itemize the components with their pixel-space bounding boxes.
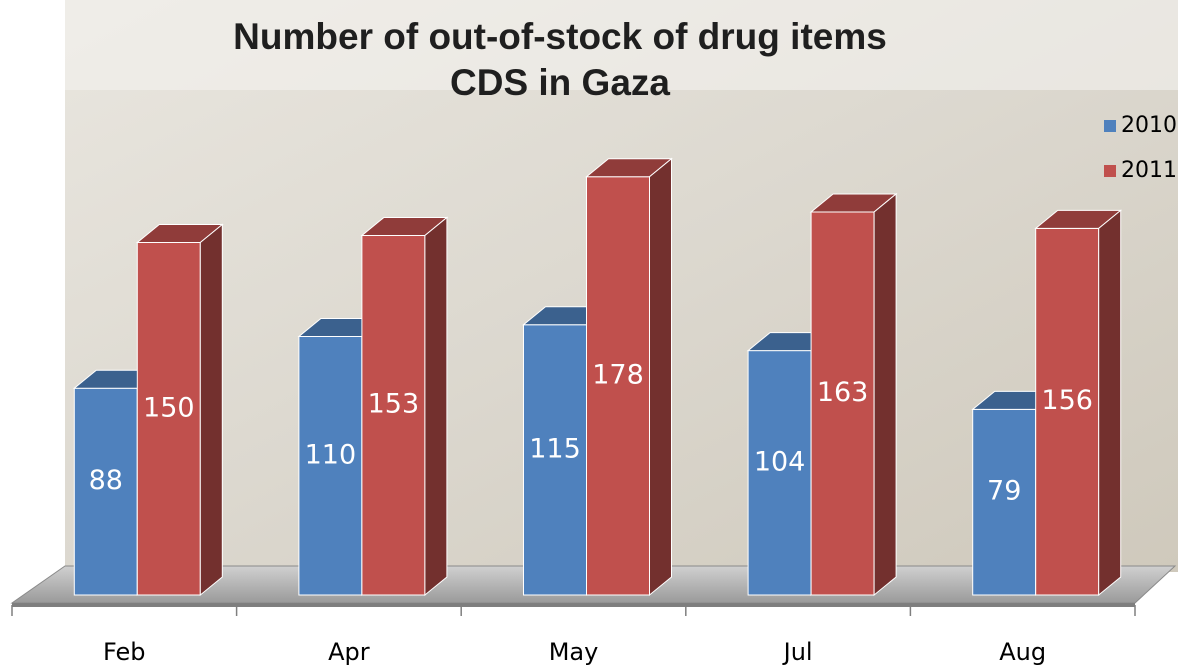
bar-side	[650, 159, 672, 595]
x-tick-label: Apr	[328, 638, 370, 666]
data-label: 153	[368, 389, 420, 420]
x-tick-label: Aug	[999, 638, 1046, 666]
x-tick-label: Feb	[103, 638, 146, 666]
data-label: 88	[89, 465, 123, 496]
legend-label: 2011	[1121, 158, 1177, 183]
legend-swatch	[1104, 165, 1116, 177]
data-label: 163	[817, 377, 869, 408]
legend-swatch	[1104, 120, 1116, 132]
bar-side	[425, 217, 447, 595]
data-label: 110	[305, 439, 357, 470]
bar-side	[200, 225, 222, 596]
data-label: 79	[987, 476, 1021, 507]
data-label: 150	[143, 392, 195, 423]
x-tick-label: May	[549, 638, 599, 666]
chart-title: Number of out-of-stock of drug items CDS…	[120, 14, 1000, 106]
data-label: 115	[529, 433, 581, 464]
data-label: 178	[592, 359, 644, 390]
x-tick-label: Jul	[782, 638, 813, 666]
page: Feb 88 150 Apr 110 153 May 115 178 Jul 104 163 Aug 79…	[0, 0, 1178, 668]
legend-label: 2010	[1121, 113, 1177, 138]
bar-side	[1099, 210, 1121, 595]
data-label: 156	[1041, 385, 1093, 416]
bar-side	[874, 194, 896, 595]
data-label: 104	[754, 446, 806, 477]
